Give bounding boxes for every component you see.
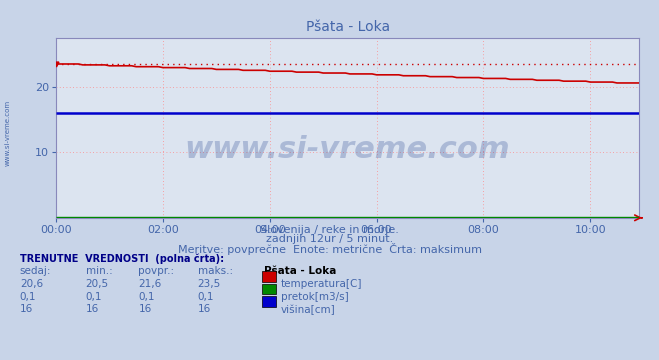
Text: višina[cm]: višina[cm] bbox=[281, 304, 335, 315]
Text: 0,1: 0,1 bbox=[138, 292, 155, 302]
Text: sedaj:: sedaj: bbox=[20, 266, 51, 276]
Text: Meritve: povprečne  Enote: metrične  Črta: maksimum: Meritve: povprečne Enote: metrične Črta:… bbox=[177, 243, 482, 255]
Text: www.si-vreme.com: www.si-vreme.com bbox=[5, 100, 11, 166]
Text: 16: 16 bbox=[86, 304, 99, 314]
Text: TRENUTNE  VREDNOSTI  (polna črta):: TRENUTNE VREDNOSTI (polna črta): bbox=[20, 254, 224, 264]
Text: maks.:: maks.: bbox=[198, 266, 233, 276]
Text: povpr.:: povpr.: bbox=[138, 266, 175, 276]
Text: 23,5: 23,5 bbox=[198, 279, 221, 289]
Text: Slovenija / reke in morje.: Slovenija / reke in morje. bbox=[260, 225, 399, 235]
Text: 16: 16 bbox=[20, 304, 33, 314]
Text: zadnjih 12ur / 5 minut.: zadnjih 12ur / 5 minut. bbox=[266, 234, 393, 244]
Text: min.:: min.: bbox=[86, 266, 113, 276]
Text: 20,5: 20,5 bbox=[86, 279, 109, 289]
Text: 0,1: 0,1 bbox=[198, 292, 214, 302]
Text: pretok[m3/s]: pretok[m3/s] bbox=[281, 292, 349, 302]
Text: 16: 16 bbox=[198, 304, 211, 314]
Text: Pšata - Loka: Pšata - Loka bbox=[264, 266, 336, 276]
Text: 21,6: 21,6 bbox=[138, 279, 161, 289]
Text: 0,1: 0,1 bbox=[86, 292, 102, 302]
Text: temperatura[C]: temperatura[C] bbox=[281, 279, 362, 289]
Text: 20,6: 20,6 bbox=[20, 279, 43, 289]
Text: 0,1: 0,1 bbox=[20, 292, 36, 302]
Text: www.si-vreme.com: www.si-vreme.com bbox=[185, 135, 511, 164]
Title: Pšata - Loka: Pšata - Loka bbox=[306, 20, 389, 34]
Text: 16: 16 bbox=[138, 304, 152, 314]
